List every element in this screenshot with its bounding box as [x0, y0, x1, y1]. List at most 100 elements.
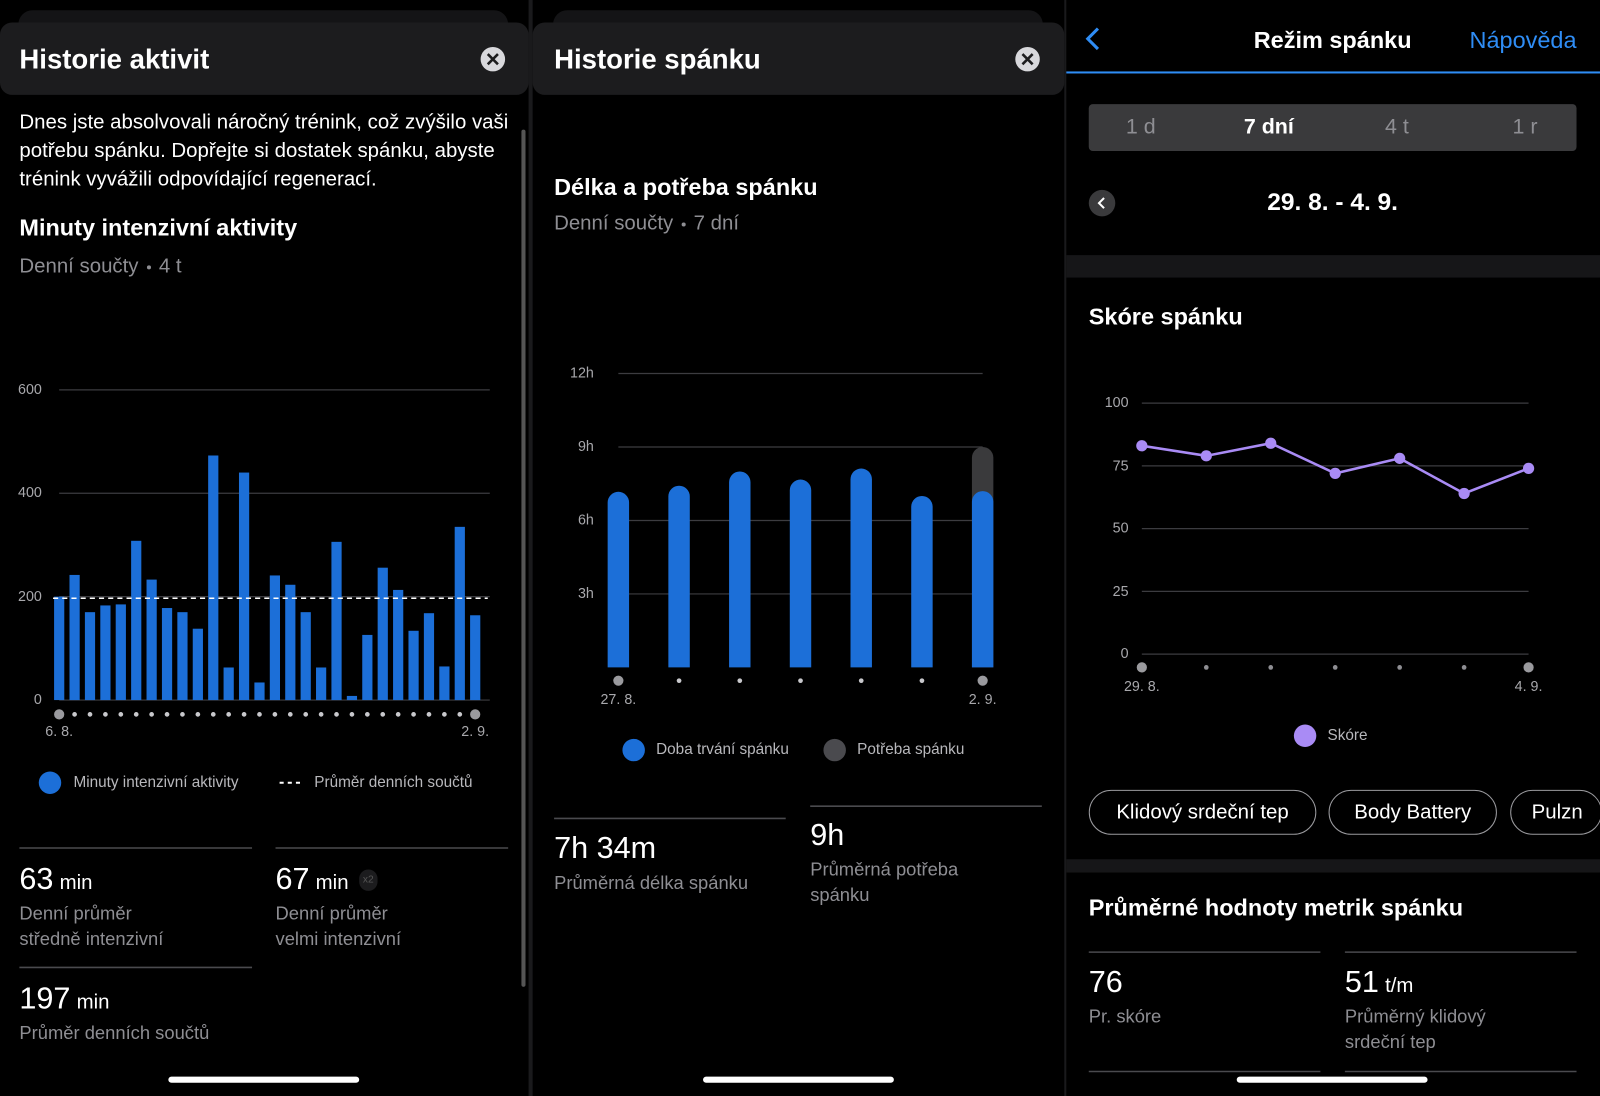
home-indicator — [703, 1076, 894, 1083]
chart-subtitle: 4 t — [158, 255, 182, 278]
bar — [300, 612, 311, 701]
x-dot — [195, 712, 201, 717]
stat-label: Průměrná potřeba spánku — [810, 859, 959, 906]
stat-unit: min — [76, 990, 110, 1014]
legend-label: Průměr denních součtů — [314, 773, 473, 791]
bar — [607, 491, 630, 668]
x-dot — [1203, 665, 1209, 670]
bar — [377, 567, 388, 701]
point — [1458, 487, 1470, 500]
divider — [528, 0, 533, 1096]
separator — [146, 264, 151, 269]
x-dot — [318, 712, 324, 717]
stat-label: Denní průměr středně intenzivní — [19, 903, 164, 950]
y-tick-label: 6h — [577, 511, 594, 528]
point — [1329, 467, 1341, 480]
stat-value: 7h 34m — [554, 831, 657, 866]
section-gap — [1066, 859, 1600, 873]
x-dot — [676, 678, 682, 684]
bar — [131, 540, 142, 701]
tab[interactable]: 1 d — [1125, 115, 1156, 139]
stat-value: 51 — [1344, 965, 1379, 1000]
y-tick-label: 50 — [1112, 519, 1129, 536]
tab[interactable]: 7 dní — [1243, 115, 1294, 139]
x-dot — [241, 712, 247, 717]
stat-label: Průměrný klidový srdeční tep — [1344, 1006, 1486, 1053]
close-button[interactable] — [480, 46, 506, 72]
x-dot — [442, 712, 447, 717]
y-tick-label: 0 — [33, 690, 42, 708]
bar — [100, 605, 111, 701]
bar — [408, 630, 419, 701]
legend-label: Minuty intenzivní aktivity — [73, 773, 239, 791]
bar — [470, 615, 481, 701]
x-dot — [737, 678, 743, 684]
y-tick-label: 12h — [570, 364, 594, 381]
legend-label: Doba trvání spánku — [656, 740, 789, 759]
stat-value-row: 7h 34m — [554, 832, 656, 867]
x-dot — [149, 712, 154, 717]
bar — [115, 604, 126, 701]
x-dot — [303, 712, 309, 717]
legend-swatch — [622, 738, 645, 762]
prev-range-button[interactable] — [1088, 189, 1116, 217]
stat-label: Pr. skóre — [1088, 1006, 1162, 1027]
bar — [668, 485, 690, 668]
x-dot — [470, 709, 481, 720]
stat-unit: min — [315, 871, 349, 894]
x-dot — [133, 712, 139, 717]
bar — [439, 666, 450, 701]
date-range: 29. 8. - 4. 9. — [1267, 188, 1398, 217]
header-bg — [532, 22, 1065, 95]
stat-unit: t/m — [1385, 974, 1414, 998]
x-dot — [226, 712, 232, 717]
stat-value: 67 — [275, 862, 310, 896]
bar — [69, 574, 80, 701]
point — [1136, 440, 1148, 452]
bar — [192, 628, 203, 701]
screen-title: Režim spánku — [1253, 26, 1412, 54]
bar — [254, 682, 265, 701]
bar — [223, 667, 234, 701]
stat-unit: min — [59, 871, 93, 894]
chart-title: Minuty intenzivní aktivity — [19, 214, 298, 241]
bar — [84, 612, 96, 701]
legend-swatch — [38, 771, 62, 794]
stat-label: Denní průměr velmi intenzivní — [275, 903, 402, 950]
x-dot — [411, 712, 416, 717]
bar — [362, 634, 373, 701]
bar — [346, 695, 358, 701]
y-tick-label: 75 — [1112, 456, 1129, 474]
x-dot — [613, 675, 624, 686]
x-tick-label: 29. 8. — [1123, 677, 1160, 694]
x-dot — [272, 712, 278, 717]
section-gap — [1066, 255, 1600, 278]
bar — [454, 526, 465, 701]
chart-subtitle: Denní součty — [554, 212, 674, 235]
bar — [789, 479, 812, 668]
bar — [331, 541, 342, 701]
bar — [911, 495, 933, 668]
bar — [850, 468, 872, 668]
y-tick-label: 200 — [18, 587, 42, 604]
bar — [729, 471, 751, 668]
stat-value-row: 197 min — [19, 982, 109, 1017]
legend-label: Potřeba spánku — [857, 740, 965, 759]
back-button[interactable] — [1085, 27, 1100, 51]
separator — [681, 221, 686, 227]
filter-chip[interactable]: Pulzn — [1510, 789, 1600, 835]
home-indicator — [168, 1076, 360, 1083]
divider — [1064, 0, 1067, 1096]
help-link[interactable]: Nápověda — [1469, 26, 1577, 54]
x-dot — [118, 712, 124, 717]
close-button[interactable] — [1015, 46, 1040, 72]
x-tick-label: 27. 8. — [600, 690, 637, 708]
x-dot — [919, 678, 925, 684]
filter-chip[interactable]: Body Battery — [1328, 789, 1497, 835]
tab[interactable]: 1 r — [1512, 115, 1538, 139]
tab[interactable]: 4 t — [1385, 115, 1409, 139]
x-dot — [72, 712, 77, 717]
chart-title: Délka a potřeba spánku — [554, 173, 818, 201]
x-dot — [1332, 665, 1338, 670]
filter-chip[interactable]: Klidový srdeční tep — [1088, 789, 1317, 835]
